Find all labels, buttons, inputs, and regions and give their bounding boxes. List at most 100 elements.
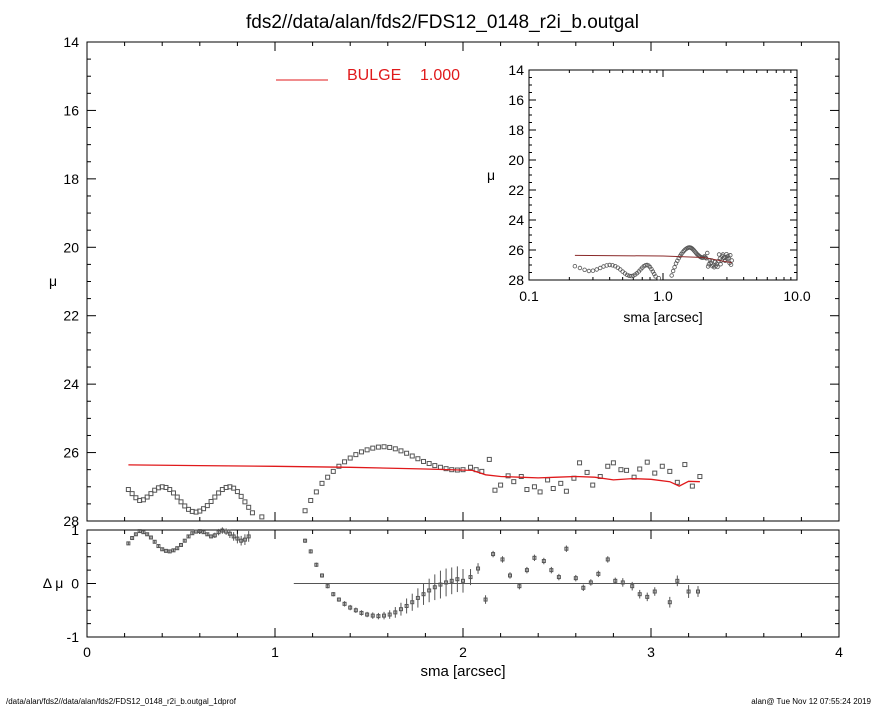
data-point [486, 456, 492, 462]
data-point [550, 485, 556, 491]
data-point [426, 461, 432, 467]
residual-point [246, 534, 251, 539]
residual-point [398, 607, 403, 612]
data-point [167, 487, 173, 493]
y-axis-label: Δ μ [43, 575, 64, 591]
data-point [443, 466, 449, 472]
data-point [133, 495, 139, 501]
inset-data-point [725, 253, 731, 259]
residual-point [216, 530, 221, 535]
residual-point [235, 536, 240, 541]
data-point [347, 455, 353, 461]
y-tick-label: 14 [63, 34, 79, 50]
y-tick-label: 26 [508, 242, 524, 258]
y-tick-label: 28 [508, 272, 524, 288]
data-point [511, 479, 517, 485]
residual-point [353, 608, 358, 613]
residual-point [197, 529, 202, 534]
data-point [387, 444, 393, 450]
data-point [697, 474, 703, 480]
residual-point [468, 575, 473, 580]
data-point [667, 468, 673, 474]
residual-point [242, 537, 247, 542]
residual-point [630, 584, 635, 589]
residual-point [227, 531, 232, 536]
residual-point [667, 600, 672, 605]
data-point [518, 474, 524, 480]
residual-point [461, 578, 465, 583]
inset-plot-frame [528, 69, 798, 281]
residual-point [483, 597, 488, 602]
data-point [330, 468, 336, 474]
footer-timestamp: alan@ Tue Nov 12 07:55:24 2019 [751, 697, 871, 706]
residual-point [613, 578, 618, 583]
residual-point [620, 580, 625, 585]
residual-point [331, 592, 336, 597]
residual-point [476, 566, 481, 571]
residual-point [532, 555, 537, 560]
y-tick-label: 16 [508, 92, 524, 108]
residual-point [605, 557, 610, 562]
data-point [342, 459, 348, 465]
residual-point [596, 571, 601, 576]
data-point [231, 485, 237, 491]
residual-point [325, 584, 330, 589]
inset-data-point [577, 265, 583, 271]
residual-point [541, 559, 546, 564]
residual-point [348, 605, 353, 610]
legend-value: 1.000 [420, 67, 460, 84]
data-point [182, 503, 188, 509]
inset-data-point [705, 250, 710, 256]
residual-point [126, 541, 131, 546]
residual-point [133, 532, 138, 537]
residual-point [182, 538, 187, 543]
residual-point [645, 594, 650, 599]
residual-point [376, 614, 381, 619]
data-point [174, 494, 180, 500]
data-point [652, 470, 658, 476]
data-point [409, 453, 415, 459]
residual-point [148, 535, 153, 540]
y-tick-label: 18 [63, 171, 79, 187]
inset-data-point [627, 273, 632, 278]
data-point [415, 456, 421, 462]
data-point [381, 444, 387, 450]
residual-point [201, 530, 206, 535]
data-point [689, 483, 695, 489]
residual-point [427, 588, 432, 593]
inset-data-point [672, 265, 677, 270]
data-point [302, 508, 308, 514]
inset-data-point [594, 267, 599, 272]
data-point [246, 504, 252, 510]
y-tick-label: 22 [63, 308, 79, 324]
y-tick-label: 1 [71, 522, 79, 538]
inset-data-point [610, 263, 615, 268]
y-tick-label: -1 [67, 629, 80, 645]
residual-point [320, 573, 324, 578]
data-point [392, 446, 398, 452]
data-point [249, 510, 255, 516]
y-tick-label: 24 [63, 376, 79, 392]
footer-path: /data/alan/fds2//data/alan/fds2/FDS12_01… [6, 697, 236, 706]
data-point [531, 484, 537, 490]
residual-point [491, 552, 496, 557]
residual-point [308, 549, 313, 554]
residual-point [404, 603, 409, 608]
data-point [325, 474, 331, 480]
residual-point [637, 592, 642, 597]
y-axis-label: μ [487, 167, 495, 183]
residual-point [314, 562, 319, 567]
data-point [353, 452, 359, 458]
inset-data-point [708, 260, 713, 265]
data-point [216, 490, 222, 496]
residual-point [179, 542, 183, 547]
bulge-model-line [128, 464, 700, 487]
residual-point [175, 546, 180, 551]
inset-data-point [728, 253, 733, 258]
residual-point [517, 584, 522, 589]
x-tick-label: 3 [647, 644, 655, 660]
data-point [545, 477, 551, 483]
y-tick-label: 16 [63, 102, 79, 118]
residual-point [163, 548, 168, 553]
main-plot: 14 16 18 20 22 24 26 28 μ [49, 34, 840, 529]
